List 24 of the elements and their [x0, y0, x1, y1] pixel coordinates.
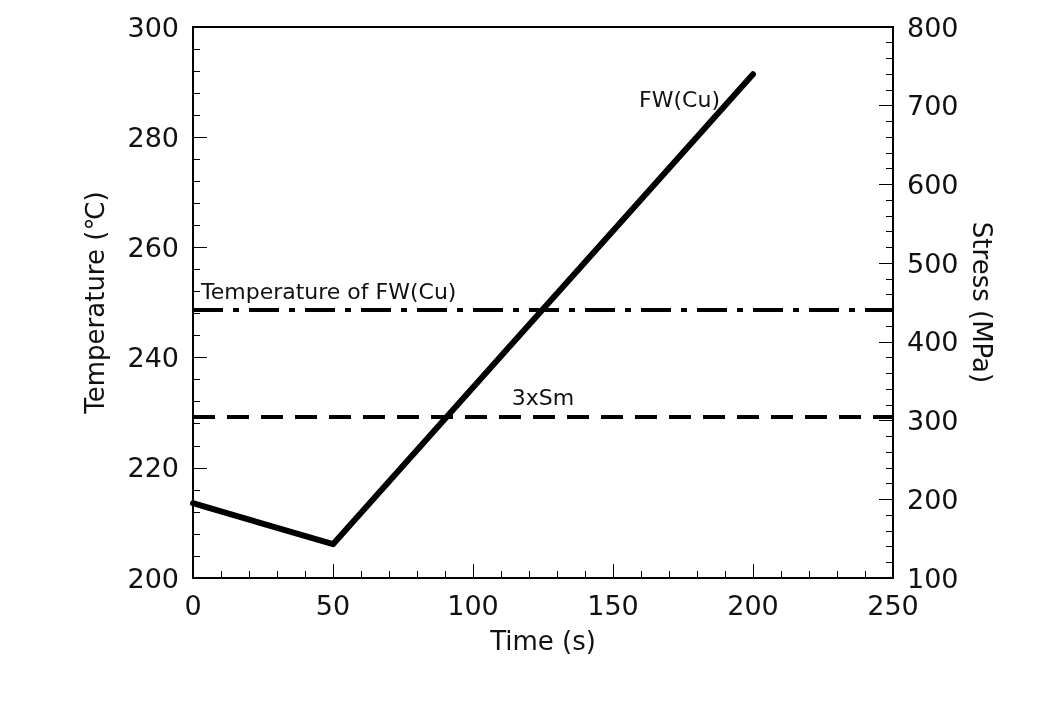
x-axis-title: Time (s) [489, 626, 596, 656]
x-tick-label: 200 [727, 590, 779, 621]
x-tick-label: 0 [184, 590, 202, 621]
y2-axis-title: Stress (MPa) [967, 221, 998, 384]
y-tick-label: 300 [127, 11, 179, 43]
x-tick-label: 50 [315, 590, 351, 621]
y-tick-label: 280 [127, 121, 179, 153]
y2-tick-label: 400 [907, 326, 959, 358]
ref-line-label: Temperature of FW(Cu) [200, 278, 457, 304]
y-tick-label: 200 [127, 562, 179, 594]
y-tick-label: 260 [127, 231, 179, 263]
y-axis-title: Temperature (℃) [80, 191, 110, 415]
y-tick-label: 240 [127, 342, 179, 374]
y2-tick-label: 800 [907, 11, 959, 43]
y2-tick-label: 500 [907, 247, 959, 279]
y2-tick-label: 200 [907, 483, 959, 515]
y2-tick-label: 700 [907, 90, 959, 122]
series-label: FW(Cu) [639, 86, 720, 112]
ref-line-label: 3xSm [511, 385, 575, 411]
y2-tick-label: 600 [907, 168, 959, 200]
x-tick-label: 100 [447, 590, 499, 621]
y2-tick-label: 300 [907, 405, 959, 437]
x-tick-label: 150 [587, 590, 639, 621]
y-tick-label: 220 [127, 452, 179, 484]
